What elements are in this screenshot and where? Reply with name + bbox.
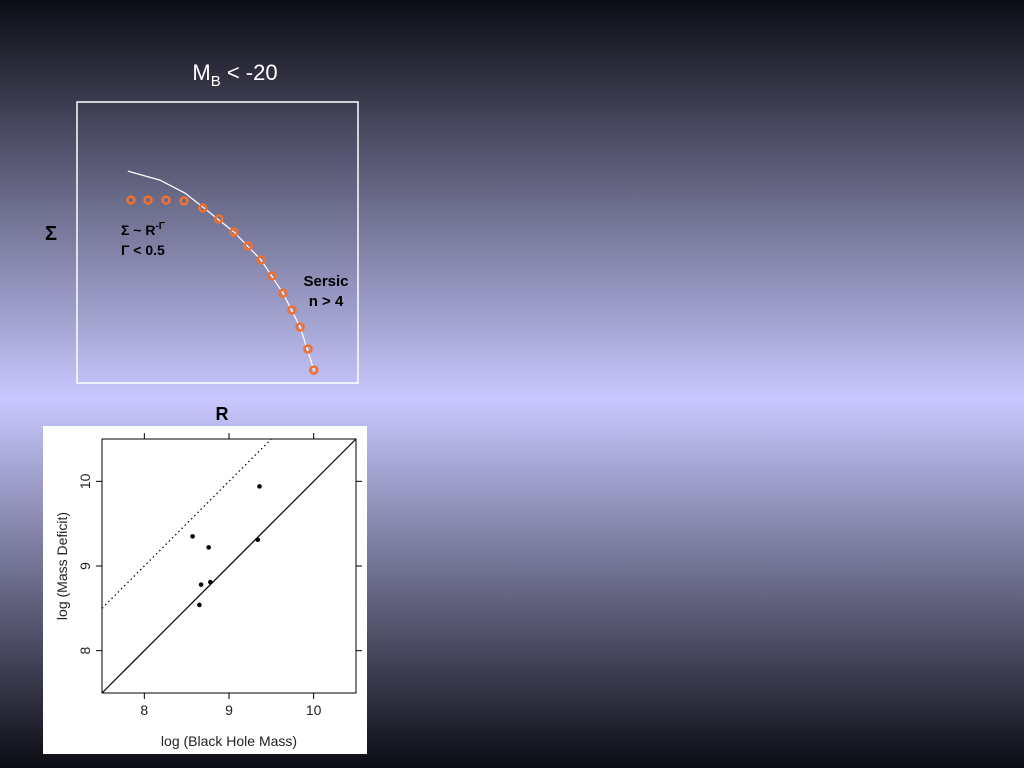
y-tick-label: 9 (77, 562, 93, 570)
data-point (229, 227, 239, 237)
data-point (214, 214, 224, 224)
y-tick-label: 8 (77, 647, 93, 655)
curve (127, 170, 315, 371)
annotation: Sersic (303, 273, 348, 290)
data-point (198, 582, 204, 587)
x-tick-label: 8 (140, 702, 148, 718)
data-point (267, 271, 277, 281)
data-point (197, 602, 202, 608)
chart-title: MB < -20 (192, 60, 277, 90)
data-point (295, 322, 305, 332)
x-tick-label: 10 (306, 702, 322, 718)
x-tick-label: 9 (225, 702, 233, 718)
data-point (287, 305, 297, 315)
data-point (190, 534, 195, 539)
data-point (126, 195, 136, 205)
x-axis-label: R (216, 404, 229, 424)
data-point (161, 195, 171, 205)
y-axis-label: Σ (45, 223, 57, 245)
data-point (206, 545, 211, 550)
data-point (257, 484, 262, 489)
plot-frame (76, 101, 359, 384)
annotation: Γ < 0.5 (121, 242, 165, 258)
data-point (309, 365, 319, 375)
curve (101, 438, 357, 694)
data-point (143, 195, 153, 205)
data-point (303, 344, 313, 354)
data-point (243, 241, 253, 251)
data-point (179, 196, 189, 206)
data-point (256, 255, 266, 265)
data-point (198, 203, 208, 213)
data-point (278, 288, 288, 298)
annotation: n > 4 (309, 293, 344, 310)
y-tick-label: 10 (77, 473, 93, 489)
annotation: Σ ~ R-Γ (121, 221, 165, 238)
x-axis-label: log (Black Hole Mass) (161, 733, 297, 749)
y-axis-label: log (Mass Deficit) (54, 512, 70, 620)
